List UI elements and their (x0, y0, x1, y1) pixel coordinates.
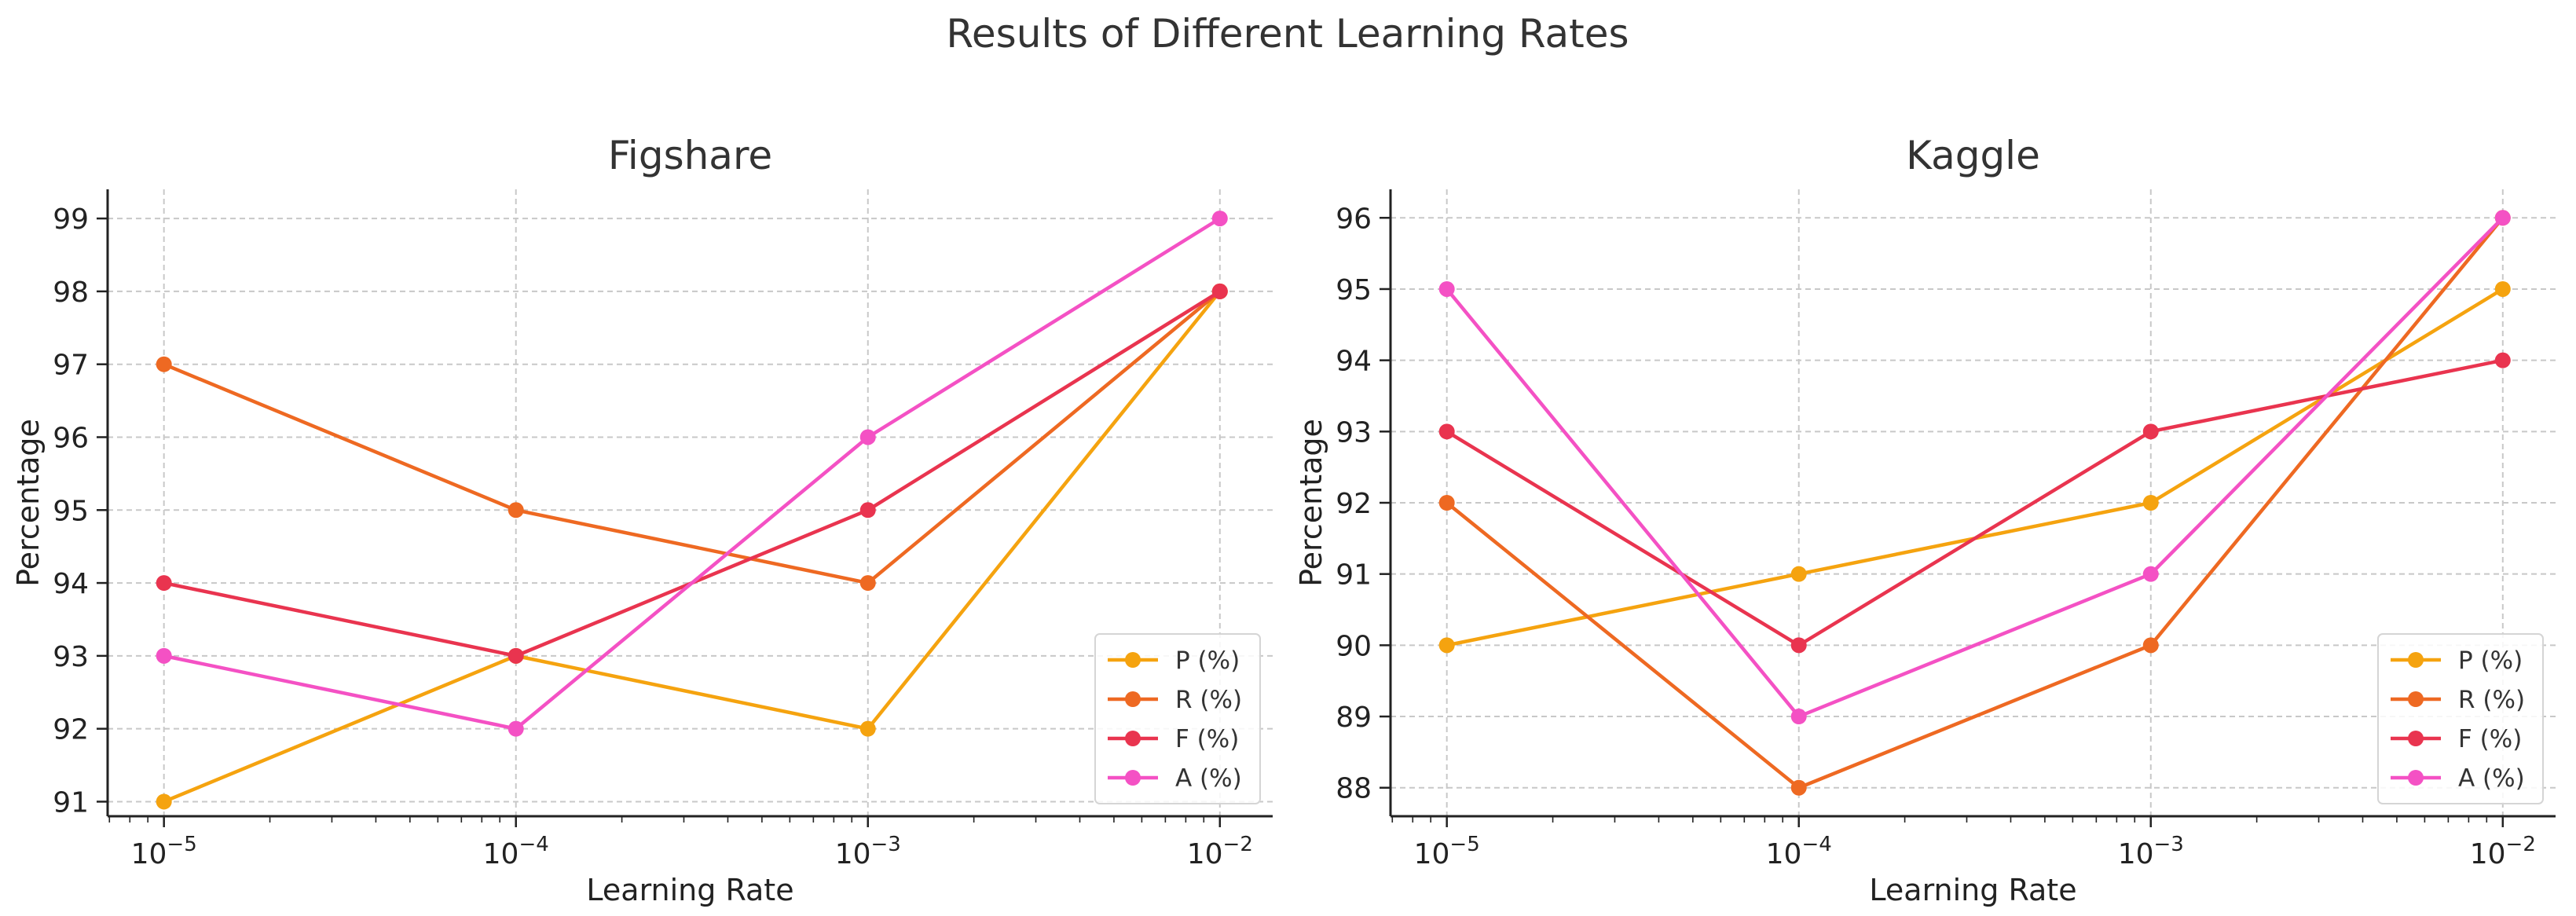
data-point (508, 720, 524, 737)
data-point (508, 502, 524, 518)
series-f (156, 283, 1228, 664)
legend-marker (2408, 652, 2424, 668)
legend-label: P (%) (2458, 647, 2523, 675)
legend-label: A (%) (1175, 764, 1242, 793)
figure-title: Results of Different Learning Rates (946, 11, 1629, 57)
data-point (2142, 495, 2159, 511)
series-line (1446, 288, 2504, 647)
data-point (2142, 423, 2159, 440)
legend-label: R (%) (2458, 686, 2525, 714)
series-p (1438, 280, 2511, 654)
y-tick-label: 97 (53, 350, 89, 382)
data-point (156, 575, 172, 592)
kaggle-legend: P (%) R (%) F (%) A (%) (2377, 633, 2544, 804)
series-a (156, 211, 1228, 737)
y-tick-label: 95 (1336, 274, 1372, 306)
y-tick-label: 99 (53, 203, 89, 236)
x-tick-label: 10−5 (131, 833, 197, 870)
y-tick-label: 92 (53, 714, 89, 746)
y-tick-label: 89 (1336, 702, 1372, 734)
series-a (1438, 210, 2511, 725)
data-point (859, 720, 876, 737)
data-point (2494, 280, 2511, 297)
data-point (156, 356, 172, 372)
data-point (156, 647, 172, 664)
x-tick-label: 10−5 (1414, 833, 1480, 870)
data-point (156, 793, 172, 810)
legend-marker (2408, 770, 2424, 786)
y-tick-label: 95 (53, 495, 89, 527)
data-point (1438, 423, 1455, 440)
legend-label: F (%) (1175, 725, 1239, 753)
data-point (1438, 637, 1455, 654)
legend-frame (1094, 633, 1261, 804)
data-point (508, 647, 524, 664)
data-point (1211, 211, 1228, 227)
y-tick-label: 88 (1336, 773, 1372, 805)
y-tick-label: 98 (53, 277, 89, 309)
data-point (1790, 637, 1807, 654)
legend-marker (2408, 691, 2424, 707)
x-tick-label: 10−3 (2118, 833, 2184, 870)
series-line (1445, 216, 2505, 719)
y-tick-label: 93 (1336, 416, 1372, 449)
data-point (859, 429, 876, 445)
y-tick-label: 96 (53, 422, 89, 454)
x-tick-label: 10−4 (1766, 833, 1832, 870)
y-tick-label: 91 (53, 786, 89, 819)
y-axis-label: Percentage (1294, 419, 1328, 587)
kaggle-title: Kaggle (1906, 133, 2040, 178)
legend-marker (1125, 691, 1141, 707)
legend-label: A (%) (2458, 764, 2525, 793)
series-line (163, 289, 1221, 658)
x-axis-label: Learning Rate (1869, 873, 2076, 907)
y-tick-label: 90 (1336, 630, 1372, 662)
y-tick-label: 94 (1336, 346, 1372, 378)
legend-label: R (%) (1175, 686, 1242, 714)
x-tick-label: 10−4 (483, 833, 549, 870)
data-point (2142, 637, 2159, 654)
y-tick-label: 91 (1336, 559, 1372, 592)
data-point (859, 502, 876, 518)
data-point (2494, 352, 2511, 368)
legend-marker (1125, 770, 1141, 786)
legend-marker (1125, 731, 1141, 746)
data-point (1211, 283, 1228, 299)
data-point (1438, 495, 1455, 511)
y-tick-label: 94 (53, 568, 89, 600)
data-point (2494, 210, 2511, 226)
y-tick-label: 96 (1336, 203, 1372, 235)
y-tick-label: 93 (53, 641, 89, 673)
series-line (163, 290, 1222, 804)
legend-label: P (%) (1175, 647, 1240, 675)
data-point (1790, 709, 1807, 725)
data-point (1790, 566, 1807, 582)
y-axis-label: Percentage (11, 419, 46, 587)
data-point (2142, 566, 2159, 582)
legend-label: F (%) (2458, 725, 2522, 753)
kaggle-panel: 10−5 10−4 10−3 10−2 88 89 90 91 92 93 94 95 96 Kaggle… (1294, 133, 2556, 907)
legend-marker (1125, 652, 1141, 668)
data-point (1790, 779, 1807, 796)
series-line (1446, 216, 2505, 790)
x-tick-label: 10−3 (835, 833, 901, 870)
x-tick-label: 10−2 (2470, 833, 2536, 870)
data-point (859, 575, 876, 592)
series-line (163, 290, 1222, 585)
y-tick-label: 92 (1336, 488, 1372, 520)
figshare-legend: P (%) R (%) F (%) A (%) (1094, 633, 1261, 804)
data-point (1438, 280, 1455, 297)
x-axis-label: Learning Rate (586, 873, 793, 907)
x-tick-label: 10−2 (1187, 833, 1253, 870)
legend-frame (2377, 633, 2544, 804)
figshare-title: Figshare (608, 133, 772, 178)
series-line (163, 217, 1221, 731)
legend-marker (2408, 731, 2424, 746)
figshare-panel: 10−5 10−4 10−3 10−2 91 92 93 94 95 96 97 98 99 Figsha… (11, 133, 1273, 907)
